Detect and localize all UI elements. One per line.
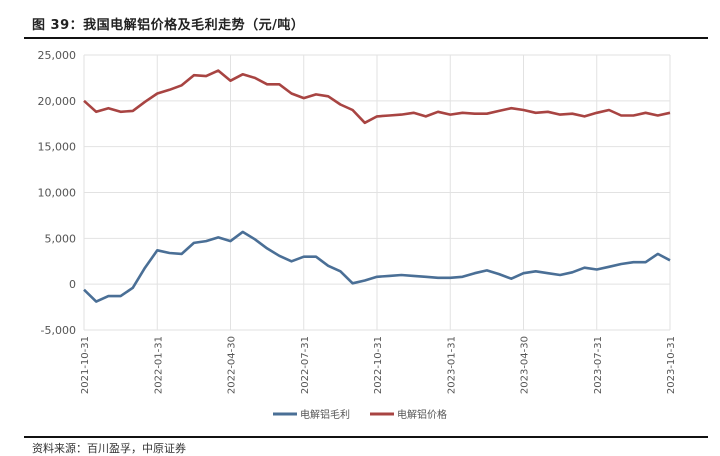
footer-divider (24, 436, 708, 438)
y-tick-label: -5,000 (41, 324, 76, 337)
series-lines (83, 69, 671, 303)
x-axis: 2021-10-31 2022-01-31 2022-04-30 2022-07-31… (80, 336, 677, 394)
x-tick-label: 2022-10-31 (373, 336, 384, 394)
x-tick-label: 2023-04-30 (520, 336, 531, 394)
y-tick-label: 25,000 (38, 49, 77, 62)
y-tick-label: 10,000 (38, 187, 77, 200)
margin-line (83, 230, 671, 303)
legend-label: 电解铝毛利 (300, 408, 350, 421)
price-line (83, 69, 671, 125)
x-tick-label: 2022-07-31 (300, 336, 311, 394)
legend: 电解铝毛利 电解铝价格 (273, 408, 447, 421)
chart-title: 图 39：我国电解铝价格及毛利走势（元/吨） (32, 18, 305, 33)
x-tick-label: 2023-01-31 (446, 336, 457, 394)
source-note: 资料来源：百川盈孚，中原证券 (32, 442, 186, 455)
x-tick-label: 2023-10-31 (666, 336, 677, 394)
legend-label: 电解铝价格 (397, 408, 447, 421)
x-tick-label: 2022-01-31 (153, 336, 164, 394)
grid-lines (83, 54, 671, 331)
y-tick-label: 20,000 (38, 95, 77, 108)
x-tick-label: 2022-04-30 (227, 336, 238, 394)
y-tick-label: 15,000 (38, 141, 77, 154)
y-tick-label: 0 (69, 278, 76, 291)
x-tick-label: 2023-07-31 (593, 336, 604, 394)
title-divider (24, 37, 708, 39)
x-tick-label: 2021-10-31 (80, 336, 91, 394)
y-axis: -5,000 0 5,000 10,000 15,000 20,000 25,000 (38, 49, 77, 337)
y-tick-label: 5,000 (45, 232, 77, 245)
